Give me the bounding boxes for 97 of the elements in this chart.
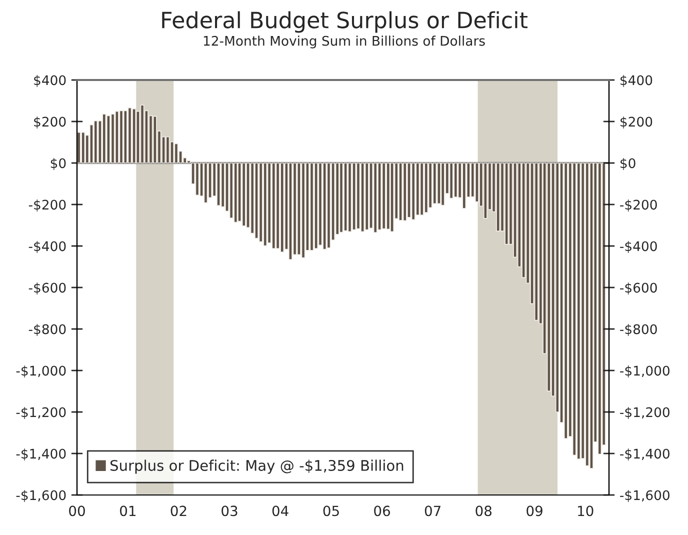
bar	[234, 162, 238, 223]
y-tick-label: -$400	[28, 240, 66, 253]
bar	[123, 110, 128, 164]
bar	[348, 162, 352, 232]
x-tick-label: 02	[170, 506, 186, 516]
x-tick-label: 01	[120, 506, 136, 516]
y2-tick-label: -$1,000	[620, 365, 670, 378]
bar	[585, 162, 590, 466]
bar	[344, 162, 348, 232]
bar	[322, 162, 327, 250]
x-tick-label: 07	[424, 506, 440, 516]
bar	[276, 162, 280, 249]
bar	[114, 110, 119, 164]
bar	[364, 162, 369, 230]
bar	[297, 162, 301, 256]
bar	[598, 162, 602, 455]
bar	[220, 162, 225, 208]
bar	[411, 162, 416, 220]
bar	[386, 162, 390, 230]
y-tick-label: $0	[50, 158, 66, 170]
y2-tick-label: $0	[620, 158, 636, 170]
bar	[152, 116, 157, 164]
y2-tick-label: -$400	[620, 240, 657, 253]
x-tick-label: 04	[272, 506, 288, 516]
bar	[496, 162, 500, 232]
bar	[504, 162, 509, 245]
y-tick-label: -$200	[28, 199, 66, 212]
bar	[390, 162, 394, 232]
bar	[314, 162, 318, 249]
bar	[258, 162, 263, 242]
x-tick-label: 00	[69, 506, 85, 516]
y2-tick-label: -$1,400	[620, 448, 670, 460]
bar	[195, 162, 200, 196]
bar	[339, 162, 344, 233]
x-tick-label: 06	[374, 506, 390, 516]
bar	[288, 162, 292, 260]
bar	[318, 162, 322, 246]
y2-tick-label: -$600	[620, 282, 657, 294]
y2-tick-label: -$1,600	[620, 490, 670, 502]
bar	[128, 107, 132, 164]
y-tick-label: -$800	[28, 324, 66, 336]
bar	[483, 162, 488, 219]
y-tick-label: -$1,400	[16, 448, 66, 460]
bar	[263, 162, 268, 246]
bar	[474, 162, 479, 202]
x-tick-label: 09	[526, 506, 542, 516]
chart-subtitle: 12-Month Moving Sum in Billions of Dollars	[204, 36, 485, 48]
bar	[356, 162, 360, 230]
bar	[81, 132, 86, 164]
bar	[166, 136, 170, 164]
bar	[534, 162, 538, 321]
bar	[564, 162, 568, 439]
bar	[272, 162, 276, 249]
bar	[326, 162, 331, 248]
y-tick-label: -$600	[28, 282, 66, 294]
y-tick-label: $400	[34, 74, 66, 87]
bar	[424, 162, 428, 214]
y2-tick-label: $200	[620, 116, 652, 128]
bar	[432, 162, 437, 204]
bar	[576, 162, 581, 460]
y-tick-label: -$1,600	[16, 490, 66, 502]
x-tick-label: 10	[578, 506, 594, 516]
bar	[110, 114, 115, 164]
bar	[449, 162, 454, 199]
y2-tick-label: $400	[620, 74, 652, 87]
x-tick-label: 03	[222, 506, 238, 516]
bar	[77, 132, 81, 164]
bar	[402, 162, 407, 222]
bar	[352, 162, 356, 230]
chart-title: Federal Budget Surplus or Deficit	[162, 11, 528, 33]
bar	[204, 162, 208, 204]
x-tick-label: 08	[476, 506, 492, 516]
bar	[174, 143, 178, 164]
y2-tick-label: -$200	[620, 199, 657, 212]
y-tick-label: -$1,200	[16, 406, 66, 419]
bar	[132, 108, 136, 164]
bar	[440, 162, 445, 206]
y-tick-label: -$1,000	[16, 365, 66, 378]
bar	[280, 162, 284, 252]
bar	[242, 162, 246, 226]
bar	[462, 162, 466, 209]
x-tick-label: 05	[323, 506, 339, 516]
bar	[420, 162, 424, 216]
bar	[102, 114, 106, 164]
bar	[572, 162, 576, 456]
y2-tick-label: -$1,200	[620, 406, 670, 419]
bar	[119, 110, 124, 164]
y-tick-label: $200	[34, 116, 66, 128]
bar	[382, 162, 386, 230]
bar	[140, 104, 144, 164]
bar	[301, 162, 306, 258]
bar	[454, 162, 458, 198]
legend-label: Surplus or Deficit: May @ -$1,359 Billion	[110, 460, 404, 474]
y2-tick-label: -$800	[620, 324, 657, 336]
bar	[94, 120, 98, 164]
bar	[373, 162, 378, 233]
bar	[310, 162, 314, 251]
